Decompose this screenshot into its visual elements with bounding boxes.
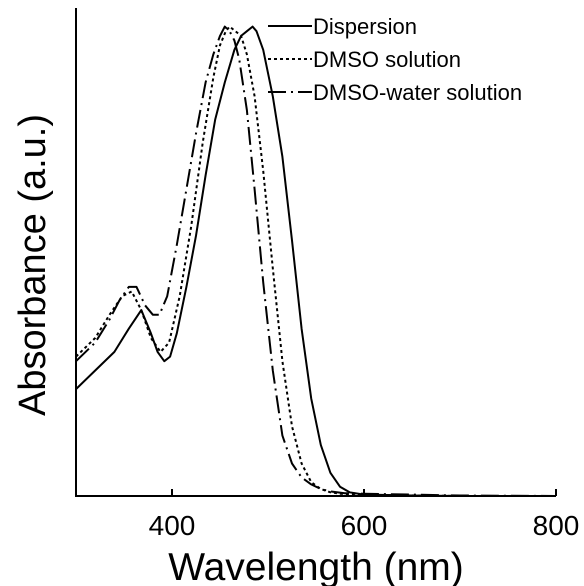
y-axis-title: Absorbance (a.u.) (12, 114, 54, 416)
x-tick-label: 600 (341, 510, 388, 541)
series-line-1 (75, 25, 556, 497)
legend: Dispersion DMSO solution DMSO-water soluti… (268, 14, 522, 105)
plot-area (75, 25, 557, 497)
legend-label-2: DMSO solution (313, 47, 461, 72)
legend-label-1: Dispersion (313, 14, 417, 39)
axes: 400 600 800 (75, 8, 579, 541)
x-tick-label: 400 (149, 510, 196, 541)
x-tick-label: 800 (533, 510, 580, 541)
series-line-3 (75, 25, 557, 497)
legend-label-3: DMSO-water solution (313, 80, 522, 105)
x-axis-title: Wavelength (nm) (168, 546, 464, 586)
